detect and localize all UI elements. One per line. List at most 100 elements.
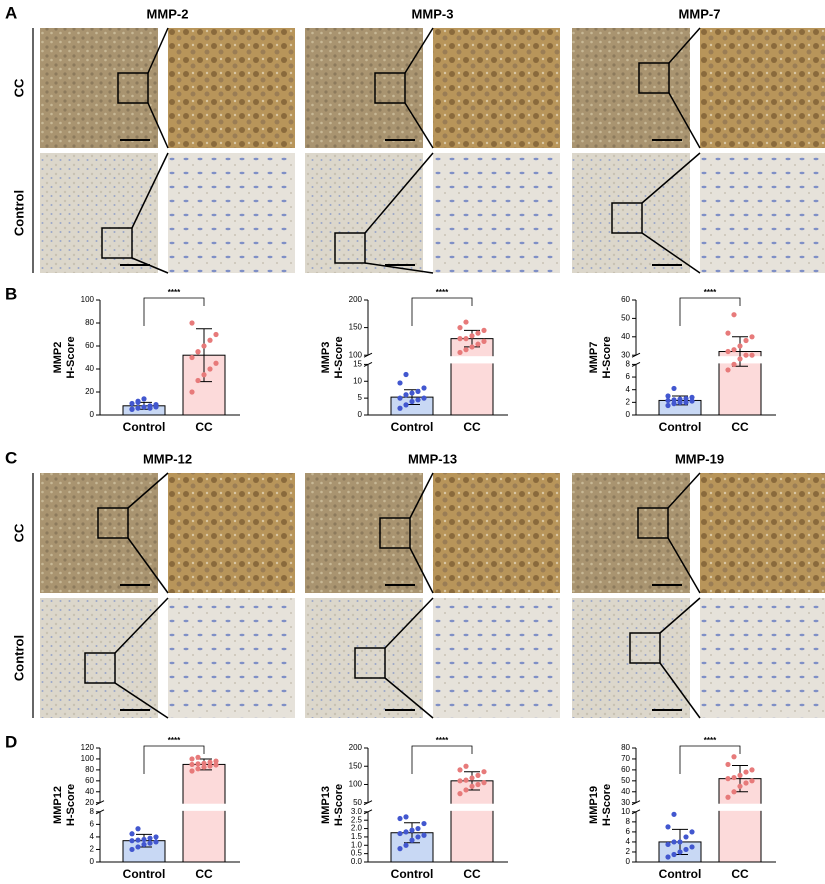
- significance-bracket: [411, 745, 473, 774]
- data-point: [397, 830, 403, 837]
- micrograph: [572, 153, 690, 273]
- zoom-micrograph: [168, 28, 295, 148]
- y-tick-label: 4: [90, 832, 95, 841]
- column-title: MMP-2: [147, 6, 189, 21]
- inset-box: [379, 517, 411, 549]
- y-tick-label: 6: [90, 819, 95, 828]
- data-point: [683, 399, 689, 405]
- y-tick-label: 8: [626, 817, 631, 826]
- panel-label: D: [5, 732, 17, 751]
- y-tick-label: 0: [90, 410, 95, 419]
- data-point: [135, 844, 141, 850]
- data-point: [409, 398, 415, 405]
- y-tick-label: 40: [621, 787, 630, 796]
- significance-label: ****: [704, 736, 717, 745]
- data-point: [403, 842, 409, 848]
- data-point: [689, 394, 695, 400]
- data-point: [677, 849, 683, 855]
- y-axis-label: H-Score: [601, 784, 613, 826]
- zoom-micrograph: [433, 153, 560, 273]
- y-tick-label: 80: [621, 743, 630, 752]
- data-point: [665, 393, 671, 399]
- data-point: [671, 839, 677, 845]
- data-point: [665, 402, 671, 409]
- data-point: [141, 396, 147, 402]
- data-point: [397, 380, 403, 386]
- y-tick-label: 40: [621, 332, 630, 341]
- zoom-line: [114, 682, 169, 719]
- data-point: [737, 343, 743, 349]
- inset-box: [611, 202, 643, 234]
- zoom-micrograph: [433, 598, 560, 718]
- y-axis-label: H-Score: [333, 784, 345, 826]
- data-point: [135, 405, 141, 411]
- y-tick-label: 60: [85, 341, 94, 350]
- data-point: [469, 783, 475, 789]
- zoom-line: [114, 597, 169, 654]
- y-tick-label: 2.0: [351, 824, 363, 833]
- data-point: [147, 405, 153, 411]
- y-tick-label: 30: [621, 350, 630, 359]
- row-label: Control: [11, 635, 26, 681]
- zoom-micrograph: [168, 473, 295, 593]
- data-point: [463, 347, 469, 353]
- data-point: [403, 829, 409, 835]
- x-tick-label: Control: [123, 867, 166, 881]
- data-point: [201, 372, 207, 378]
- y-tick-label: 40: [85, 364, 94, 373]
- y-tick-label: 100: [81, 754, 95, 763]
- data-point: [475, 341, 481, 347]
- data-point: [129, 406, 135, 412]
- axis-break: [631, 361, 641, 367]
- row-label: CC: [11, 78, 26, 97]
- data-point: [475, 772, 481, 778]
- data-point: [195, 761, 201, 767]
- data-point: [189, 761, 195, 768]
- data-point: [731, 754, 737, 760]
- y-tick-label: 5: [358, 393, 363, 402]
- data-point: [213, 762, 219, 768]
- y-axis-label: MMP13: [320, 786, 332, 824]
- significance-bracket: [143, 745, 205, 774]
- data-point: [683, 395, 689, 402]
- inset-box: [101, 227, 133, 259]
- significance-label: ****: [168, 288, 181, 297]
- y-tick-label: 50: [353, 798, 362, 807]
- y-axis-label: MMP19: [588, 786, 600, 824]
- data-point: [397, 815, 403, 822]
- zoom-line: [364, 152, 434, 234]
- data-point: [689, 829, 695, 835]
- y-tick-label: 0: [626, 857, 631, 866]
- y-tick-label: 150: [349, 761, 363, 770]
- axis-break: [631, 800, 641, 806]
- x-tick-label: Control: [123, 420, 166, 434]
- data-point: [731, 361, 737, 367]
- micrograph: [40, 153, 158, 273]
- data-point: [153, 834, 159, 840]
- data-point: [457, 349, 463, 356]
- zoom-line: [667, 537, 701, 594]
- data-point: [743, 780, 749, 786]
- y-tick-label: 2.5: [351, 815, 363, 824]
- data-point: [671, 851, 677, 858]
- data-point: [731, 312, 737, 318]
- micrograph: [305, 598, 423, 718]
- data-point: [689, 844, 695, 850]
- significance-bracket: [411, 297, 473, 326]
- data-point: [421, 395, 427, 401]
- y-tick-label: 20: [85, 387, 94, 396]
- y-tick-label: 2: [90, 845, 95, 854]
- y-tick-label: 80: [85, 318, 94, 327]
- data-point: [135, 826, 141, 832]
- zoom-micrograph: [700, 28, 825, 148]
- zoom-line: [384, 677, 434, 719]
- y-tick-label: 10: [353, 376, 362, 385]
- axis-break: [363, 361, 373, 367]
- data-point: [213, 360, 219, 366]
- y-tick-label: 200: [349, 743, 363, 752]
- data-point: [671, 811, 677, 817]
- data-point: [457, 767, 463, 773]
- data-point: [195, 377, 201, 384]
- y-axis-label: H-Score: [601, 336, 613, 378]
- data-point: [409, 837, 415, 843]
